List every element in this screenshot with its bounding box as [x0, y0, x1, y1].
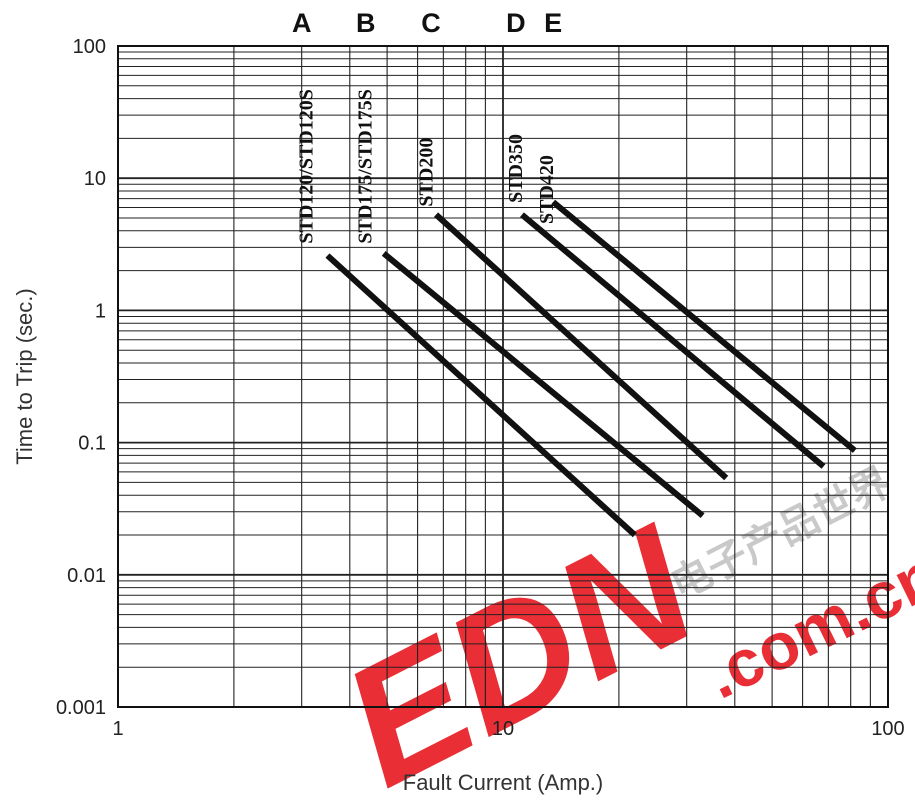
- y-tick-label: 0.1: [78, 433, 106, 455]
- series-letter-e: E: [544, 8, 562, 38]
- x-tick-label: 100: [871, 718, 904, 740]
- y-tick-label: 100: [73, 36, 106, 58]
- series-letter-d: D: [506, 8, 526, 38]
- series-label-b: STD175/STD175S: [354, 89, 376, 244]
- series-letter-a: A: [292, 8, 312, 38]
- y-tick-label: 1: [95, 300, 106, 322]
- plot-frame: [117, 45, 889, 708]
- series-line-c: [434, 212, 729, 481]
- watermark-logo: EDN: [316, 489, 725, 804]
- series-label-c: STD200: [415, 138, 437, 207]
- y-tick-label: 10: [84, 168, 106, 190]
- series-label-a: STD120/STD120S: [295, 89, 317, 244]
- series-letter-c: C: [421, 8, 441, 38]
- series-line-a: [325, 253, 637, 538]
- grid: [118, 46, 888, 707]
- series-letter-b: B: [356, 8, 376, 38]
- series-line-e: [551, 199, 857, 453]
- x-tick-labels: 1 10 100: [112, 718, 904, 740]
- series-layer: STD120/STD120S STD175/STD175S STD200 STD350…: [295, 89, 857, 538]
- y-tick-label: 0.001: [56, 697, 106, 719]
- y-axis-title: Time to Trip (sec.): [12, 288, 37, 464]
- series-line-d: [520, 212, 826, 469]
- series-label-d: STD350: [505, 134, 527, 203]
- y-tick-labels: 100 10 1 0.1 0.01 0.001: [56, 36, 106, 719]
- series-label-e: STD420: [536, 155, 558, 224]
- x-axis-title: Fault Current (Amp.): [403, 770, 604, 795]
- series-line-b: [381, 251, 705, 519]
- x-tick-label: 10: [492, 718, 514, 740]
- x-tick-label: 1: [112, 718, 123, 740]
- y-tick-label: 0.01: [67, 565, 106, 587]
